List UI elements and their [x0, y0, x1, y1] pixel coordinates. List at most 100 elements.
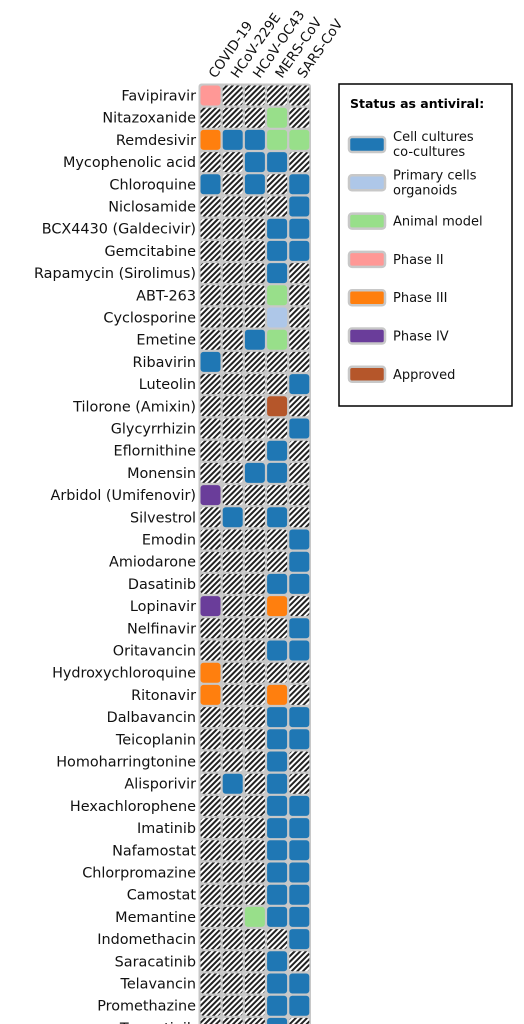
heatmap-cell-indomethacin-covid-19	[199, 928, 222, 951]
row-label-nelfinavir: Nelfinavir	[127, 621, 196, 637]
heatmap-cell-indomethacin-sars-cov	[288, 928, 311, 951]
heatmap-cell-trametinib-hcov-oc43	[243, 1016, 266, 1024]
legend-swatch-6	[347, 327, 387, 345]
heatmap-cell-niclosamide-covid-19	[199, 195, 222, 218]
heatmap-cell-dalbavancin-covid-19	[199, 706, 222, 729]
heatmap-cell-homoharringtonine-hcov-229e	[221, 750, 244, 773]
legend-label-5-1: Phase III	[393, 291, 447, 306]
heatmap-cell-hexachlorophene-hcov-229e	[221, 794, 244, 817]
heatmap-cell-oritavancin-sars-cov	[288, 639, 311, 662]
row-label-mycophenolic-acid: Mycophenolic acid	[63, 155, 196, 171]
heatmap-cell-imatinib-mers-cov	[266, 817, 289, 840]
heatmap-cell-hexachlorophene-mers-cov	[266, 794, 289, 817]
heatmap-cell-bcx4430-galdecivir-mers-cov	[266, 217, 289, 240]
heatmap-cell-camostat-sars-cov	[288, 883, 311, 906]
heatmap-cell-abt-263-hcov-229e	[221, 284, 244, 307]
heatmap-cell-nelfinavir-hcov-229e	[221, 617, 244, 640]
heatmap-cell-chloroquine-sars-cov	[288, 173, 311, 196]
heatmap-cell-nelfinavir-mers-cov	[266, 617, 289, 640]
heatmap-cell-bcx4430-galdecivir-covid-19	[199, 217, 222, 240]
heatmap-cell-tilorone-amixin-mers-cov	[266, 395, 289, 418]
heatmap-cell-trametinib-hcov-229e	[221, 1016, 244, 1024]
heatmap-cell-nelfinavir-sars-cov	[288, 617, 311, 640]
heatmap-cell-lopinavir-hcov-oc43	[243, 595, 266, 618]
heatmap-cell-chlorpromazine-sars-cov	[288, 861, 311, 884]
legend-label-2-2: organoids	[393, 183, 457, 198]
heatmap-cell-abt-263-covid-19	[199, 284, 222, 307]
heatmap-cell-emodin-covid-19	[199, 528, 222, 551]
row-label-tilorone-amixin: Tilorone (Amixin)	[72, 399, 196, 415]
heatmap-cell-eflornithine-covid-19	[199, 439, 222, 462]
heatmap-cell-bcx4430-galdecivir-sars-cov	[288, 217, 311, 240]
heatmap-cell-glycyrrhizin-hcov-229e	[221, 417, 244, 440]
heatmap-cell-emodin-hcov-oc43	[243, 528, 266, 551]
heatmap-cell-niclosamide-hcov-229e	[221, 195, 244, 218]
heatmap-cell-teicoplanin-hcov-229e	[221, 728, 244, 751]
heatmap-cell-memantine-hcov-229e	[221, 905, 244, 928]
heatmap-cell-alisporivir-sars-cov	[288, 772, 311, 795]
row-label-gemcitabine: Gemcitabine	[104, 244, 196, 260]
heatmap-cell-silvestrol-mers-cov	[266, 506, 289, 529]
row-label-telavancin: Telavancin	[119, 977, 196, 993]
heatmap-cell-telavancin-mers-cov	[266, 972, 289, 995]
heatmap-cell-tilorone-amixin-hcov-oc43	[243, 395, 266, 418]
heatmap-cell-camostat-covid-19	[199, 883, 222, 906]
row-label-chlorpromazine: Chlorpromazine	[82, 866, 196, 882]
heatmap-cell-promethazine-hcov-229e	[221, 994, 244, 1017]
heatmap-cell-favipiravir-hcov-229e	[221, 84, 244, 107]
heatmap-cell-promethazine-sars-cov	[288, 994, 311, 1017]
row-label-dalbavancin: Dalbavancin	[107, 710, 196, 726]
heatmap-cell-luteolin-hcov-oc43	[243, 373, 266, 396]
heatmap-cell-niclosamide-sars-cov	[288, 195, 311, 218]
heatmap-cell-nitazoxanide-covid-19	[199, 106, 222, 129]
heatmap-cell-silvestrol-covid-19	[199, 506, 222, 529]
heatmap-cell-dalbavancin-hcov-oc43	[243, 706, 266, 729]
heatmap-cell-lopinavir-mers-cov	[266, 595, 289, 618]
heatmap-cell-bcx4430-galdecivir-hcov-229e	[221, 217, 244, 240]
heatmap-cell-rapamycin-sirolimus-hcov-oc43	[243, 262, 266, 285]
heatmap-cell-promethazine-mers-cov	[266, 994, 289, 1017]
heatmap-cell-mycophenolic-acid-mers-cov	[266, 151, 289, 174]
heatmap-cell-cyclosporine-sars-cov	[288, 306, 311, 329]
heatmap-cell-chloroquine-mers-cov	[266, 173, 289, 196]
heatmap-cell-glycyrrhizin-hcov-oc43	[243, 417, 266, 440]
row-label-memantine: Memantine	[115, 910, 196, 926]
heatmap-cell-emetine-hcov-229e	[221, 328, 244, 351]
drug-labels: Favipiravir Nitazoxanide Remdesivir Mycophe…	[34, 89, 196, 1024]
row-label-oritavancin: Oritavancin	[113, 644, 196, 660]
heatmap-cell-bcx4430-galdecivir-hcov-oc43	[243, 217, 266, 240]
heatmap-cell-hydroxychloroquine-hcov-oc43	[243, 661, 266, 684]
heatmap-cell-rapamycin-sirolimus-covid-19	[199, 262, 222, 285]
heatmap-cell-nelfinavir-hcov-oc43	[243, 617, 266, 640]
heatmap-cell-cyclosporine-hcov-229e	[221, 306, 244, 329]
heatmap-cell-trametinib-sars-cov	[288, 1016, 311, 1024]
heatmap-cell-dasatinib-covid-19	[199, 572, 222, 595]
heatmap-cell-dasatinib-sars-cov	[288, 572, 311, 595]
heatmap-cell-emetine-sars-cov	[288, 328, 311, 351]
heatmap-cell-alisporivir-hcov-229e	[221, 772, 244, 795]
heatmap-cell-remdesivir-hcov-oc43	[243, 128, 266, 151]
heatmap-cell-arbidol-umifenovir-sars-cov	[288, 484, 311, 507]
row-label-teicoplanin: Teicoplanin	[115, 732, 196, 748]
row-label-remdesivir: Remdesivir	[116, 133, 196, 149]
heatmap-cell-arbidol-umifenovir-covid-19	[199, 484, 222, 507]
heatmap-cell-homoharringtonine-hcov-oc43	[243, 750, 266, 773]
row-label-lopinavir: Lopinavir	[130, 599, 196, 615]
heatmap-cell-oritavancin-hcov-oc43	[243, 639, 266, 662]
heatmap-cell-nafamostat-mers-cov	[266, 839, 289, 862]
heatmap-cell-dasatinib-hcov-229e	[221, 572, 244, 595]
heatmap-cell-chlorpromazine-covid-19	[199, 861, 222, 884]
heatmap-cell-camostat-hcov-229e	[221, 883, 244, 906]
heatmap-cell-nafamostat-sars-cov	[288, 839, 311, 862]
heatmap-cell-ritonavir-sars-cov	[288, 683, 311, 706]
row-label-eflornithine: Eflornithine	[114, 444, 197, 460]
heatmap-cell-nitazoxanide-sars-cov	[288, 106, 311, 129]
heatmap-cell-remdesivir-covid-19	[199, 128, 222, 151]
legend-label-1-2: co-cultures	[393, 145, 465, 160]
row-label-abt-263: ABT-263	[136, 288, 196, 304]
heatmap-cell-alisporivir-covid-19	[199, 772, 222, 795]
heatmap-cell-arbidol-umifenovir-mers-cov	[266, 484, 289, 507]
heatmap-cell-telavancin-sars-cov	[288, 972, 311, 995]
heatmap-cell-emetine-hcov-oc43	[243, 328, 266, 351]
